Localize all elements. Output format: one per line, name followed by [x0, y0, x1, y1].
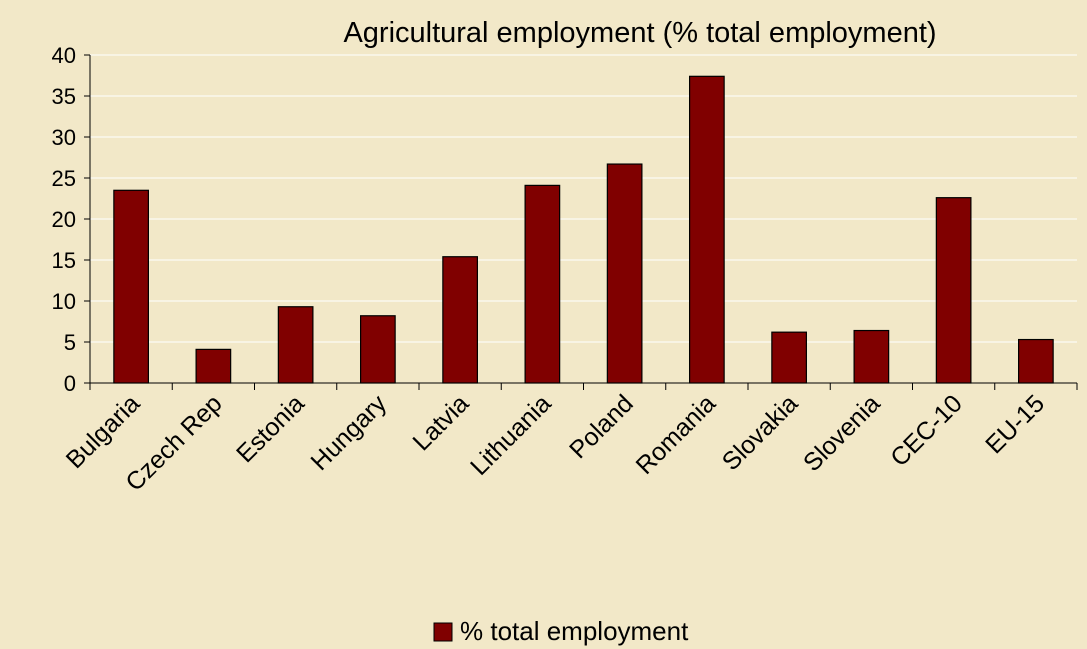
legend: % total employment: [433, 616, 689, 646]
y-tick-label: 25: [52, 166, 76, 191]
x-category-label: Slovakia: [717, 389, 804, 476]
bar-lithuania: [524, 184, 561, 384]
bars: [113, 75, 1054, 384]
chart-title: Agricultural employment (% total employm…: [343, 17, 936, 49]
y-tick-label: 30: [52, 125, 76, 150]
bar-slovenia: [853, 329, 890, 384]
axes: [89, 55, 1078, 390]
bar-poland: [606, 163, 643, 384]
gridlines: [90, 54, 1077, 343]
x-category-label: Poland: [564, 389, 639, 464]
x-category-label: Slovenia: [798, 389, 886, 477]
y-tick-label: 15: [52, 248, 76, 273]
x-category-label: Lithuania: [465, 389, 557, 481]
x-category-label: Romania: [631, 389, 722, 480]
y-tick-label: 0: [64, 371, 76, 396]
x-category-label: CEC-10: [885, 389, 968, 472]
bar-slovakia: [771, 331, 807, 384]
y-axis-ticks: 0 5 10 15 20 25 30 35 40: [52, 43, 90, 396]
x-category-label: Hungary: [305, 389, 392, 476]
legend-swatch: [433, 622, 453, 642]
bar-eu-15: [1018, 338, 1054, 384]
y-tick-label: 10: [52, 289, 76, 314]
x-category-label: Latvia: [407, 389, 474, 456]
bar-bulgaria: [113, 189, 149, 384]
x-category-label: Bulgaria: [61, 389, 146, 474]
legend-label: % total employment: [460, 616, 689, 646]
y-tick-label: 35: [52, 84, 76, 109]
y-tick-label: 5: [64, 330, 76, 355]
y-tick-label: 40: [52, 43, 76, 68]
x-category-label: EU-15: [980, 389, 1050, 459]
y-tick-label: 20: [52, 207, 76, 232]
bar-romania: [689, 75, 725, 384]
bar-hungary: [360, 315, 396, 384]
bar-cec-10: [935, 197, 972, 384]
bar-latvia: [442, 256, 478, 384]
bar-estonia: [277, 306, 314, 384]
bar-czech-rep: [195, 348, 232, 384]
x-category-label: Estonia: [231, 389, 310, 468]
